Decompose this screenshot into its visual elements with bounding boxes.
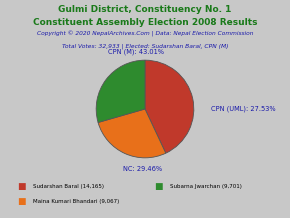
Text: Maina Kumari Bhandari (9,067): Maina Kumari Bhandari (9,067) bbox=[33, 199, 119, 204]
Text: Gulmi District, Constituency No. 1: Gulmi District, Constituency No. 1 bbox=[58, 5, 232, 14]
Text: Subarna Jwarchan (9,701): Subarna Jwarchan (9,701) bbox=[170, 184, 242, 189]
Wedge shape bbox=[96, 60, 145, 123]
Text: ■: ■ bbox=[17, 197, 26, 206]
Text: Sudarshan Baral (14,165): Sudarshan Baral (14,165) bbox=[33, 184, 104, 189]
Text: ■: ■ bbox=[154, 182, 162, 191]
Text: CPN (UML): 27.53%: CPN (UML): 27.53% bbox=[211, 106, 276, 112]
Wedge shape bbox=[98, 109, 166, 158]
Text: Copyright © 2020 NepalArchives.Com | Data: Nepal Election Commission: Copyright © 2020 NepalArchives.Com | Dat… bbox=[37, 31, 253, 37]
Text: CPN (M): 43.01%: CPN (M): 43.01% bbox=[108, 48, 164, 55]
Text: ■: ■ bbox=[17, 182, 26, 191]
Text: NC: 29.46%: NC: 29.46% bbox=[123, 166, 162, 172]
Text: Total Votes: 32,933 | Elected: Sudarshan Baral, CPN (M): Total Votes: 32,933 | Elected: Sudarshan… bbox=[62, 44, 228, 49]
Text: Constituent Assembly Election 2008 Results: Constituent Assembly Election 2008 Resul… bbox=[33, 18, 257, 27]
Wedge shape bbox=[145, 60, 194, 153]
